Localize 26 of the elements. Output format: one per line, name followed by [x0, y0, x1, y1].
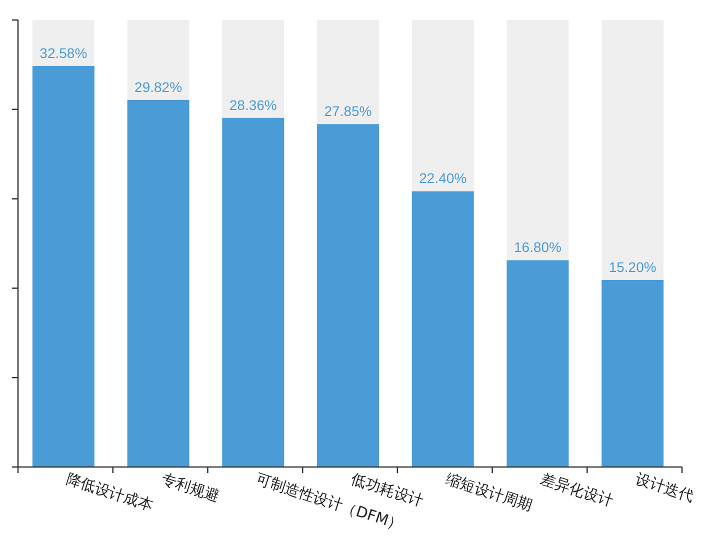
data-label: 32.58% [40, 44, 88, 61]
x-tick-label: 专利规避 [159, 470, 222, 506]
bar [602, 280, 664, 467]
bar [506, 20, 569, 260]
data-label: 16.80% [514, 239, 562, 256]
data-label: 22.40% [419, 170, 467, 186]
x-tick-label: 缩短设计周期 [444, 470, 535, 515]
bar [222, 20, 284, 118]
bar [222, 118, 284, 467]
bar [317, 20, 379, 124]
bar [32, 20, 94, 66]
data-label: 27.85% [324, 103, 372, 120]
data-label: 29.82% [134, 78, 182, 95]
bar [317, 124, 379, 467]
bar [32, 66, 94, 467]
bar [506, 260, 569, 467]
bar [127, 100, 190, 467]
data-label: 15.20% [608, 258, 656, 275]
x-tick-label: 差异化设计 [538, 470, 616, 510]
bar [602, 20, 664, 280]
bar [412, 20, 474, 192]
bar [412, 191, 474, 467]
x-tick-label: 设计迭代 [633, 470, 696, 506]
bar [127, 20, 190, 100]
data-label: 28.36% [229, 96, 277, 113]
x-tick-label: 降低设计成本 [64, 470, 156, 515]
